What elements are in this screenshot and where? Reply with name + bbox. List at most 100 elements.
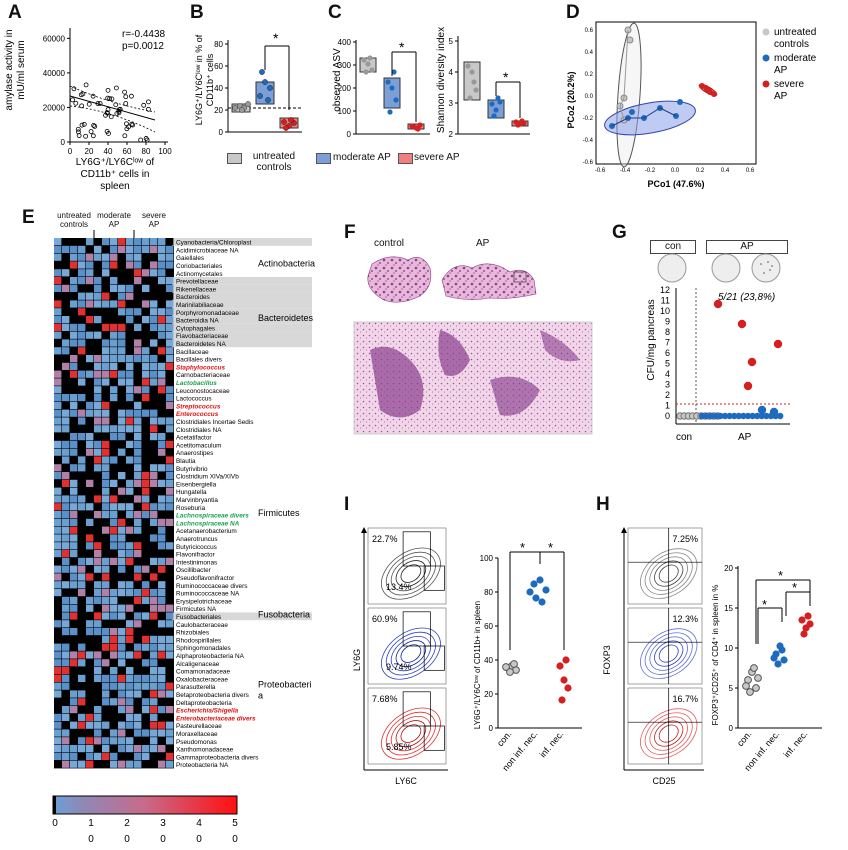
heatmap-cell <box>118 347 126 355</box>
heatmap-cell <box>102 752 110 760</box>
panel-i-star-2: * <box>548 540 553 555</box>
colorbar-tick-sub: 0 <box>88 834 94 845</box>
heatmap-cell <box>62 589 70 597</box>
heatmap-cell <box>118 581 126 589</box>
heatmap-cell <box>110 245 118 253</box>
heatmap-cell <box>78 284 86 292</box>
heatmap-cell <box>102 698 110 706</box>
heatmap-cell <box>158 253 166 261</box>
heatmap-cell <box>62 565 70 573</box>
heatmap-cell <box>94 752 102 760</box>
heatmap-cell <box>134 604 142 612</box>
heatmap-cell <box>70 370 78 378</box>
heatmap-cell <box>118 495 126 503</box>
panel-a-xtick: 100 <box>158 147 172 156</box>
heatmap-cell <box>150 760 158 768</box>
heatmap-cell <box>150 456 158 464</box>
heatmap-cell <box>62 362 70 370</box>
data-point <box>283 125 289 131</box>
heatmap-cell <box>70 557 78 565</box>
heatmap-cell <box>94 464 102 472</box>
heatmap-cell <box>150 394 158 402</box>
heatmap-cell <box>134 308 142 316</box>
colorbar-tick: 4 <box>196 818 202 829</box>
heatmap-cell <box>166 308 174 316</box>
heatmap-row-label: Bacillales divers <box>176 357 222 364</box>
heatmap-cell <box>78 737 86 745</box>
heatmap-cell <box>94 425 102 433</box>
heatmap-cell <box>166 721 174 729</box>
heatmap-cell <box>78 604 86 612</box>
heatmap-cell <box>78 596 86 604</box>
cfu-point-ap <box>743 381 753 391</box>
panel-a-xlabel-1: LY6G⁺/LY6Cˡᵒʷ of <box>76 157 155 168</box>
heatmap-cell <box>142 503 150 511</box>
heatmap-cell <box>54 690 62 698</box>
heatmap-cell <box>94 612 102 620</box>
data-point <box>281 119 287 125</box>
heatmap-row-label: Carnobacteriaceae <box>176 372 230 379</box>
heatmap-cell <box>118 238 126 246</box>
heatmap-cell <box>150 487 158 495</box>
heatmap-cell <box>54 394 62 402</box>
heatmap-cell <box>86 651 94 659</box>
heatmap-cell <box>158 534 166 542</box>
heatmap-cell <box>118 464 126 472</box>
heatmap-cell <box>166 706 174 714</box>
data-point <box>469 69 475 75</box>
data-point <box>473 87 479 93</box>
heatmap-cell <box>126 378 134 386</box>
heatmap-cell <box>118 456 126 464</box>
cfu-point-ap <box>721 412 729 420</box>
heatmap-cell <box>126 425 134 433</box>
heatmap-cell <box>86 565 94 573</box>
colorbar-tick: 5 <box>232 818 238 829</box>
legend-swatch-untreated <box>227 153 242 164</box>
heatmap-cell <box>158 674 166 682</box>
heatmap-cell <box>166 339 174 347</box>
heatmap-cell <box>62 518 70 526</box>
heatmap-cell <box>54 308 62 316</box>
heatmap-cell <box>78 440 86 448</box>
heatmap-cell <box>78 308 86 316</box>
dot-non-inf-nec <box>536 576 544 584</box>
heatmap-cell <box>150 721 158 729</box>
heatmap-cell <box>54 347 62 355</box>
heatmap-cell <box>150 612 158 620</box>
heatmap-cell <box>110 729 118 737</box>
cfu-point-ap <box>735 412 742 420</box>
data-point <box>385 79 391 85</box>
heatmap-cell <box>54 682 62 690</box>
heatmap-cell <box>118 674 126 682</box>
heatmap-cell <box>94 721 102 729</box>
heatmap-cell <box>134 628 142 636</box>
heatmap-cell <box>150 386 158 394</box>
heatmap-cell <box>150 635 158 643</box>
heatmap-row-label: Blautia <box>176 458 196 465</box>
gate <box>402 531 431 567</box>
heatmap-cell <box>94 651 102 659</box>
data-point <box>515 122 521 128</box>
heatmap-cell <box>166 456 174 464</box>
heatmap-cell <box>78 277 86 285</box>
heatmap-cell <box>70 479 78 487</box>
heatmap-cell <box>62 511 70 519</box>
heatmap-cell <box>118 378 126 386</box>
heatmap-cell <box>94 659 102 667</box>
heatmap-cell <box>102 323 110 331</box>
heatmap-cell <box>62 628 70 636</box>
heatmap-cell <box>78 331 86 339</box>
heatmap-cell <box>54 292 62 300</box>
heatmap-cell <box>142 245 150 253</box>
heatmap-cell <box>94 440 102 448</box>
cfu-point-ap <box>740 412 747 420</box>
heatmap-cell <box>126 503 134 511</box>
heatmap-cell <box>150 472 158 480</box>
heatmap-row-label: Flavonifractor <box>176 552 216 559</box>
heatmap-cell <box>134 495 142 503</box>
heatmap-cell <box>102 620 110 628</box>
heatmap-cell <box>118 737 126 745</box>
heatmap-cell <box>86 440 94 448</box>
heatmap-cell <box>78 542 86 550</box>
heatmap-cell <box>62 440 70 448</box>
